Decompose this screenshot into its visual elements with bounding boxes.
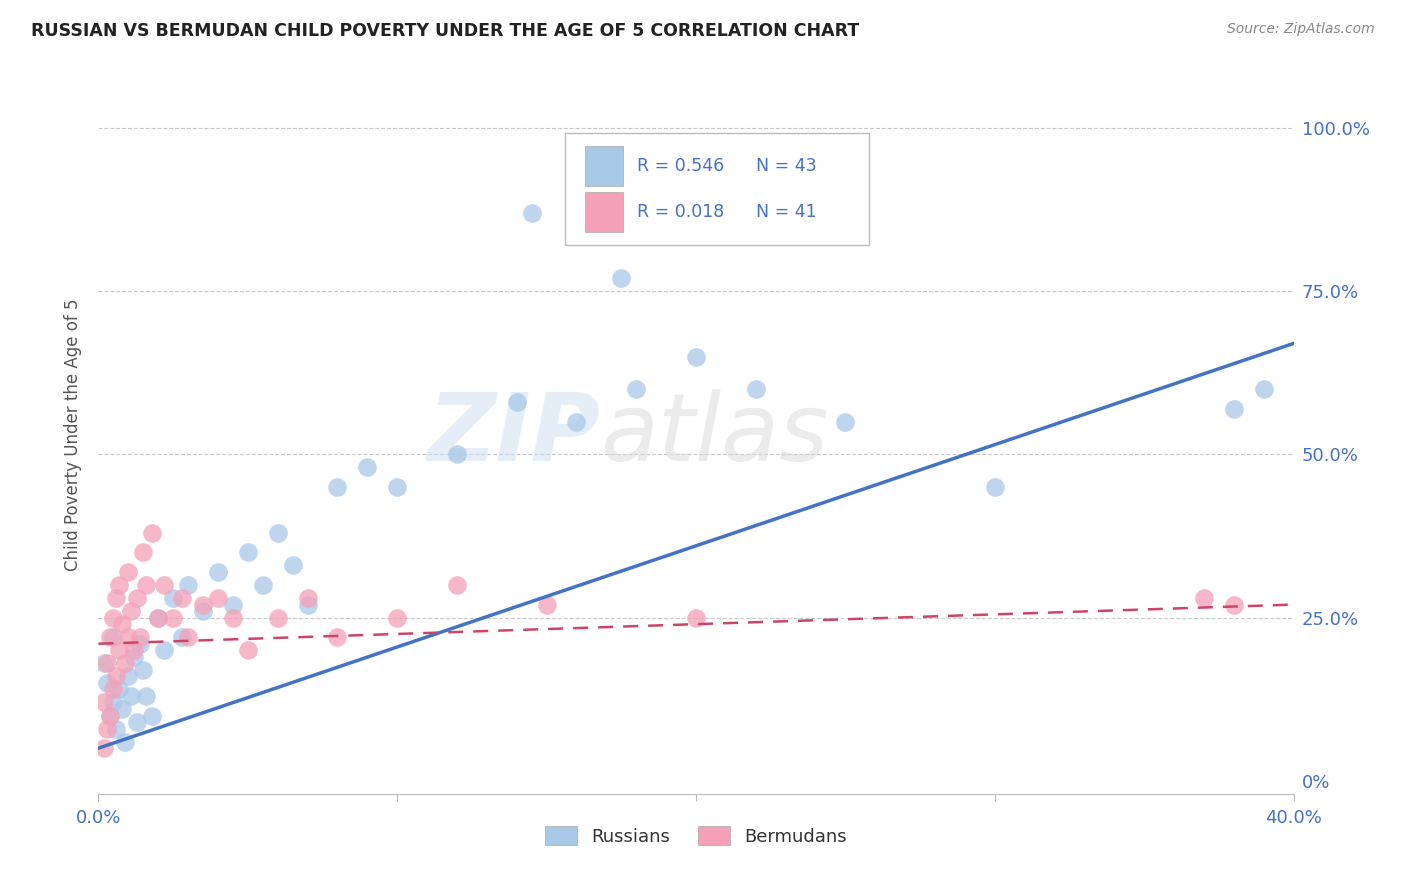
Point	[114, 734, 136, 748]
Point	[105, 722, 128, 736]
Point	[111, 702, 134, 716]
Point	[297, 591, 319, 605]
Point	[177, 578, 200, 592]
Point	[103, 696, 125, 710]
Point	[129, 637, 152, 651]
Point	[236, 545, 259, 559]
Point	[135, 578, 157, 592]
Point	[1223, 598, 1246, 612]
Point	[172, 591, 194, 605]
Point	[98, 708, 122, 723]
Point	[297, 598, 319, 612]
Point	[1253, 382, 1275, 396]
Point	[135, 689, 157, 703]
Point	[93, 741, 115, 756]
Point	[385, 480, 409, 494]
Legend: Russians, Bermudans: Russians, Bermudans	[537, 819, 855, 853]
Point	[98, 708, 122, 723]
Y-axis label: Child Poverty Under the Age of 5: Child Poverty Under the Age of 5	[65, 299, 83, 571]
Point	[153, 643, 176, 657]
Point	[132, 545, 155, 559]
Point	[105, 669, 128, 683]
Point	[103, 610, 125, 624]
Point	[117, 565, 139, 579]
Point	[356, 460, 378, 475]
Point	[98, 630, 122, 644]
Point	[93, 696, 115, 710]
Point	[108, 578, 131, 592]
Point	[207, 591, 229, 605]
Point	[141, 708, 163, 723]
Point	[610, 271, 633, 285]
Point	[685, 350, 707, 364]
Point	[834, 415, 856, 429]
Point	[1192, 591, 1215, 605]
Point	[148, 610, 170, 624]
Point	[626, 382, 648, 396]
Point	[326, 630, 349, 644]
FancyBboxPatch shape	[585, 146, 623, 186]
Point	[685, 610, 707, 624]
Text: atlas: atlas	[600, 389, 828, 481]
Point	[252, 578, 274, 592]
Point	[506, 395, 529, 409]
Point	[129, 630, 152, 644]
Point	[281, 558, 304, 573]
Point	[141, 525, 163, 540]
Point	[162, 610, 184, 624]
Point	[96, 657, 118, 671]
Point	[520, 206, 543, 220]
FancyBboxPatch shape	[585, 192, 623, 232]
Point	[120, 604, 142, 618]
Point	[105, 591, 128, 605]
Point	[236, 643, 259, 657]
Point	[222, 610, 245, 624]
Point	[745, 382, 768, 396]
Point	[148, 610, 170, 624]
FancyBboxPatch shape	[565, 133, 869, 244]
Point	[114, 657, 136, 671]
Point	[446, 578, 468, 592]
Point	[127, 715, 149, 730]
Point	[207, 565, 229, 579]
Point	[111, 617, 134, 632]
Point	[103, 630, 125, 644]
Point	[103, 682, 125, 697]
Point	[172, 630, 194, 644]
Point	[177, 630, 200, 644]
Text: R = 0.018: R = 0.018	[637, 202, 724, 221]
Text: N = 41: N = 41	[756, 202, 817, 221]
Point	[132, 663, 155, 677]
Point	[385, 610, 409, 624]
Point	[127, 591, 149, 605]
Text: R = 0.546: R = 0.546	[637, 157, 724, 175]
Point	[446, 447, 468, 461]
Point	[536, 598, 558, 612]
Point	[124, 643, 146, 657]
Point	[96, 676, 118, 690]
Point	[565, 415, 588, 429]
Point	[191, 604, 214, 618]
Point	[117, 630, 139, 644]
Point	[153, 578, 176, 592]
Point	[984, 480, 1007, 494]
Point	[267, 610, 290, 624]
Point	[162, 591, 184, 605]
Point	[267, 525, 290, 540]
Point	[108, 643, 131, 657]
Point	[1223, 401, 1246, 416]
Text: RUSSIAN VS BERMUDAN CHILD POVERTY UNDER THE AGE OF 5 CORRELATION CHART: RUSSIAN VS BERMUDAN CHILD POVERTY UNDER …	[31, 22, 859, 40]
Point	[222, 598, 245, 612]
Point	[120, 689, 142, 703]
Text: ZIP: ZIP	[427, 389, 600, 481]
Point	[191, 598, 214, 612]
Text: Source: ZipAtlas.com: Source: ZipAtlas.com	[1227, 22, 1375, 37]
Point	[108, 682, 131, 697]
Point	[124, 649, 146, 664]
Point	[96, 722, 118, 736]
Point	[93, 657, 115, 671]
Point	[326, 480, 349, 494]
Point	[117, 669, 139, 683]
Text: N = 43: N = 43	[756, 157, 817, 175]
